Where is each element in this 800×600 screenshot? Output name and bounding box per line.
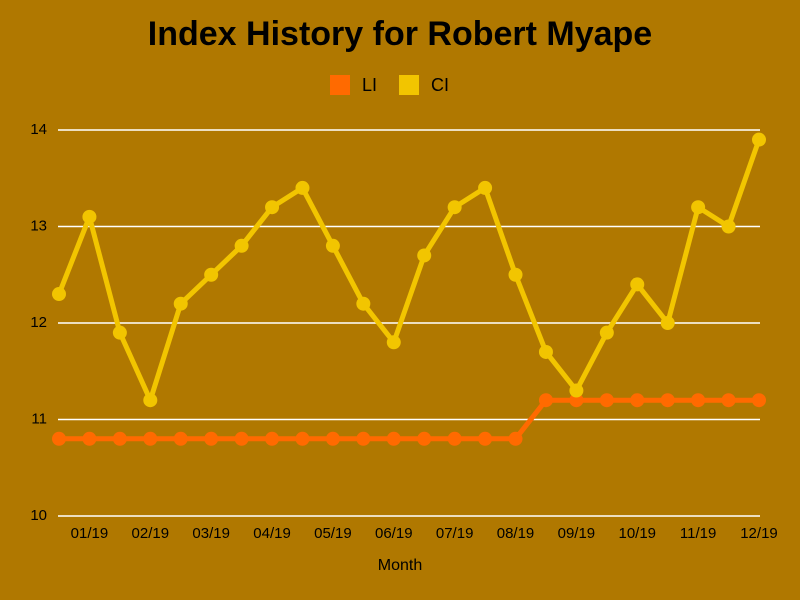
data-point	[52, 431, 66, 446]
x-tick-label: 04/19	[253, 525, 291, 542]
data-point	[691, 200, 706, 215]
legend: LI CI	[330, 75, 449, 95]
x-tick-label: 09/19	[558, 525, 596, 542]
data-point	[295, 431, 310, 446]
data-point	[325, 238, 340, 253]
data-point	[721, 219, 736, 234]
data-point	[538, 344, 553, 359]
data-point	[112, 431, 127, 446]
data-point	[417, 248, 432, 263]
data-point	[630, 393, 645, 408]
data-point	[112, 325, 127, 340]
x-tick-label: 03/19	[192, 525, 230, 542]
legend-label: CI	[431, 75, 449, 95]
data-point	[569, 393, 584, 408]
data-point	[386, 335, 401, 350]
data-point	[447, 431, 462, 446]
legend-swatch	[330, 75, 350, 95]
data-point	[204, 431, 219, 446]
data-point	[82, 431, 97, 446]
data-point	[508, 431, 523, 446]
data-point	[143, 393, 158, 408]
legend-swatch	[399, 75, 420, 95]
data-point	[234, 238, 249, 253]
data-point	[356, 431, 371, 446]
data-point	[265, 200, 280, 215]
data-point	[173, 296, 188, 311]
data-point	[234, 431, 249, 446]
data-point	[417, 431, 432, 446]
data-point	[630, 277, 645, 292]
y-tick-label: 14	[30, 121, 47, 138]
x-tick-label: 11/19	[680, 525, 716, 542]
data-point	[265, 431, 280, 446]
y-tick-label: 12	[30, 314, 47, 331]
data-point	[721, 393, 736, 408]
x-tick-label: 07/19	[436, 525, 474, 542]
x-tick-label: 05/19	[314, 525, 352, 542]
x-tick-label: 01/19	[71, 525, 109, 542]
data-point	[599, 325, 614, 340]
x-tick-label: 02/19	[132, 525, 170, 542]
data-point	[569, 383, 584, 398]
data-point	[143, 431, 158, 446]
series-group	[52, 132, 766, 446]
data-point	[752, 393, 766, 408]
legend-label: LI	[362, 75, 377, 95]
data-point	[478, 180, 493, 195]
x-tick-label: 08/19	[497, 525, 535, 542]
data-point	[660, 393, 675, 408]
data-point	[508, 267, 523, 282]
x-tick-label: 06/19	[375, 525, 413, 542]
data-point	[52, 287, 66, 302]
series-line	[56, 138, 762, 403]
data-point	[478, 431, 493, 446]
y-tick-label: 11	[31, 410, 47, 427]
data-point	[538, 393, 553, 408]
data-point	[691, 393, 706, 408]
data-point	[82, 209, 97, 224]
data-point	[325, 431, 340, 446]
data-point	[752, 132, 766, 147]
data-point	[295, 180, 310, 195]
x-tick-label: 10/19	[618, 525, 656, 542]
x-axis-label: Month	[378, 557, 422, 574]
y-tick-label: 13	[30, 217, 47, 234]
chart-title: Index History for Robert Myape	[148, 15, 652, 53]
y-tick-label: 10	[30, 507, 47, 524]
grid: 10 11 12 13 14 01/19 02/19 03/19 04/19 05/19 06/19…	[30, 121, 777, 542]
data-point	[599, 393, 614, 408]
data-point	[660, 316, 675, 330]
data-point	[204, 267, 219, 282]
data-point	[173, 431, 188, 446]
data-point	[386, 431, 401, 446]
data-point	[356, 296, 371, 311]
data-point	[447, 200, 462, 215]
x-tick-label: 12/19	[740, 525, 778, 542]
